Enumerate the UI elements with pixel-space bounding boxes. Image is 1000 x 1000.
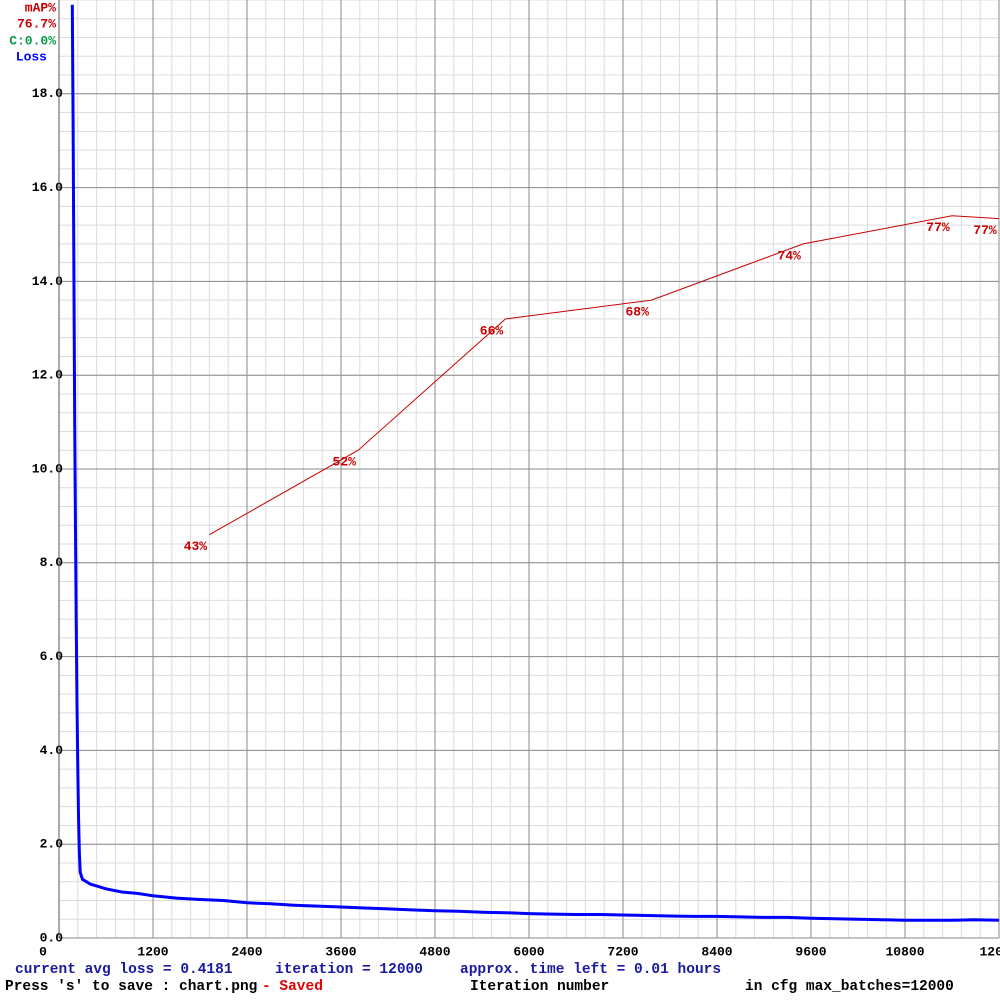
y-tick-label: 4.0 xyxy=(40,743,64,758)
map-value-label: 43% xyxy=(184,539,208,554)
legend-entry: Loss xyxy=(16,49,47,64)
map-line xyxy=(209,215,1000,536)
x-tick-label: 6000 xyxy=(513,944,544,959)
x-tick-label: 8400 xyxy=(701,944,732,959)
plot: 43% 52% 66% 68% 74% 77% 77% xyxy=(70,4,1000,922)
map-value-label: 68% xyxy=(625,305,649,320)
x-tick-label: 1200 xyxy=(137,944,168,959)
map-value-label: 74% xyxy=(777,248,801,263)
y-tick-label: 2.0 xyxy=(40,837,64,852)
y-tick-label: 6.0 xyxy=(40,649,64,664)
y-tick-label: 0.0 xyxy=(40,930,64,945)
y-tick-label: 18.0 xyxy=(32,86,63,101)
status-max-batches: in cfg max_batches=12000 xyxy=(745,979,954,995)
legend-entry: mAP% xyxy=(25,0,56,15)
x-tick-label: 10800 xyxy=(885,944,924,959)
map-value-label: 77% xyxy=(926,220,950,235)
status-time-left: approx. time left = 0.01 hours xyxy=(460,962,721,978)
x-tick-label: 12000 xyxy=(979,944,1000,959)
loss-line xyxy=(70,4,1000,922)
map-current: 76.7% xyxy=(17,16,56,31)
x-tick-label: 0 xyxy=(39,944,47,959)
map-value-label: 66% xyxy=(480,323,504,338)
status-avg-loss: current avg loss = 0.4181 xyxy=(15,962,233,978)
y-tick-label: 10.0 xyxy=(32,461,63,476)
c-label: C:0.0% xyxy=(9,33,56,48)
map-value-label: 77% xyxy=(973,223,997,238)
x-tick-label: 2400 xyxy=(231,944,262,959)
y-tick-label: 16.0 xyxy=(32,180,63,195)
y-tick-label: 8.0 xyxy=(40,555,64,570)
y-tick-label: 14.0 xyxy=(32,274,63,289)
y-tick-label: 12.0 xyxy=(32,368,63,383)
map-value-label: 52% xyxy=(333,455,357,470)
grid: 0 1200 2400 3600 4800 6000 7200 8400 9600 10800 12… xyxy=(32,0,1000,959)
x-tick-label: 4800 xyxy=(419,944,450,959)
status-saved: - Saved xyxy=(262,979,323,995)
status-save: Press 's' to save : chart.png xyxy=(5,979,257,995)
x-tick-label: 7200 xyxy=(607,944,638,959)
x-axis-label: Iteration number xyxy=(470,979,609,995)
x-tick-label: 3600 xyxy=(325,944,356,959)
x-tick-label: 9600 xyxy=(795,944,826,959)
status-iteration: iteration = 12000 xyxy=(275,962,423,978)
